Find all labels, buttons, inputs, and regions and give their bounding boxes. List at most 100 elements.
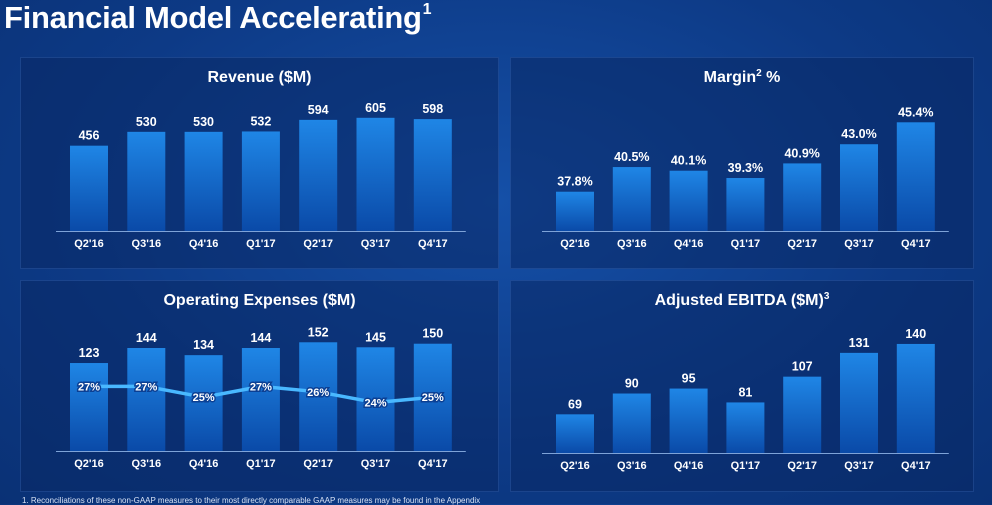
revenue-tick-label: Q1'17 — [246, 238, 276, 250]
ebitda-value-label: 69 — [568, 397, 582, 411]
ebitda-bar — [783, 376, 822, 453]
revenue-value-label: 530 — [136, 115, 157, 129]
ebitda-tick-label: Q2'17 — [787, 460, 817, 472]
opex-value-label: 145 — [365, 330, 386, 344]
ebitda-bar — [726, 402, 765, 453]
opex-chart-title: Operating Expenses ($M) — [21, 291, 498, 310]
margin-chart-title-suffix: % — [761, 69, 781, 86]
margin-chart: 37.8% Q2'16 40.5% Q3'16 40.1% Q4'16 39.3% Q1'17… — [542, 105, 949, 250]
opex-ratio-label: 27% — [250, 381, 272, 393]
margin-tick-label: Q3'17 — [844, 238, 874, 250]
ebitda-tick-label: Q1'17 — [731, 460, 761, 472]
margin-tick-label: Q4'16 — [674, 238, 704, 250]
revenue-tick-label: Q3'17 — [361, 238, 391, 250]
margin-bar — [840, 144, 878, 231]
ebitda-tick-label: Q2'16 — [560, 460, 590, 472]
opex-tick-label: Q2'16 — [74, 458, 104, 470]
margin-bar — [726, 178, 765, 231]
revenue-chart-title: Revenue ($M) — [21, 68, 498, 87]
margin-tick-label: Q2'16 — [560, 238, 590, 250]
ebitda-tick-label: Q4'17 — [901, 460, 931, 472]
footnote: 1. Reconciliations of these non-GAAP mea… — [22, 496, 481, 505]
margin-value-label: 45.4% — [898, 105, 933, 119]
revenue-value-label: 605 — [365, 101, 386, 115]
opex-ratio-label: 27% — [78, 381, 100, 393]
ebitda-chart-panel: Adjusted EBITDA ($M)3 69 Q2'16 90 Q3'16 95 Q4… — [510, 280, 974, 492]
margin-tick-label: Q2'17 — [787, 238, 817, 250]
ebitda-tick-label: Q4'16 — [674, 460, 704, 472]
ebitda-bar — [556, 414, 594, 453]
ebitda-chart-title: Adjusted EBITDA ($M)3 — [511, 291, 973, 310]
revenue-tick-label: Q4'16 — [189, 238, 219, 250]
ebitda-value-label: 107 — [792, 360, 813, 374]
page-title: Financial Model Accelerating1 — [4, 0, 432, 36]
ebitda-value-label: 95 — [682, 372, 696, 386]
opex-bar — [127, 348, 166, 451]
margin-chart-panel: Margin2 % 37.8% Q2'16 40.5% Q3'16 40.1% Q4'16… — [510, 57, 974, 269]
margin-bar — [612, 167, 651, 231]
ebitda-tick-label: Q3'16 — [617, 460, 647, 472]
ebitda-bar — [669, 388, 708, 453]
opex-ratio-label: 24% — [364, 398, 386, 410]
opex-bar — [299, 342, 338, 451]
margin-bar — [669, 170, 708, 231]
revenue-chart: 456 Q2'16 530 Q3'16 530 Q4'16 532 Q1'17 594 Q2'17… — [56, 101, 466, 250]
opex-ratio-label: 27% — [135, 381, 157, 393]
margin-tick-label: Q3'16 — [617, 238, 647, 250]
opex-tick-label: Q3'16 — [132, 458, 162, 470]
margin-value-label: 40.9% — [784, 146, 819, 160]
margin-value-label: 40.1% — [671, 154, 706, 168]
opex-value-label: 144 — [136, 331, 157, 345]
page-title-footnote-mark: 1 — [422, 1, 432, 18]
opex-chart: 123 Q2'16 144 Q3'16 134 Q4'16 144 Q1'17 152 Q2'17… — [56, 325, 466, 470]
margin-chart-title-note: 2 — [756, 68, 762, 79]
ebitda-value-label: 140 — [905, 327, 926, 341]
revenue-bar — [356, 117, 395, 231]
margin-bar — [556, 191, 594, 231]
margin-value-label: 40.5% — [614, 150, 649, 164]
revenue-bar — [70, 145, 108, 231]
revenue-bar — [413, 119, 452, 231]
revenue-bar — [241, 131, 280, 231]
revenue-value-label: 532 — [250, 114, 271, 128]
opex-ratio-label: 25% — [422, 392, 444, 404]
margin-tick-label: Q4'17 — [901, 238, 931, 250]
margin-value-label: 39.3% — [728, 161, 763, 175]
ebitda-bar — [612, 393, 651, 453]
ebitda-chart-title-note: 3 — [823, 291, 830, 302]
ebitda-value-label: 90 — [625, 377, 639, 391]
ebitda-value-label: 131 — [849, 336, 870, 350]
ebitda-chart: 69 Q2'16 90 Q3'16 95 Q4'16 81 Q1'17 107 Q2'17 131 Q… — [542, 327, 949, 472]
opex-value-label: 134 — [193, 338, 214, 352]
opex-bar — [184, 355, 223, 451]
revenue-value-label: 598 — [422, 102, 443, 116]
revenue-tick-label: Q3'16 — [132, 238, 162, 250]
page-title-text: Financial Model Accelerating — [4, 0, 422, 35]
opex-value-label: 144 — [250, 331, 271, 345]
opex-ratio-line — [89, 384, 433, 405]
margin-chart-title-text: Margin — [703, 69, 757, 86]
ebitda-value-label: 81 — [738, 385, 752, 399]
ebitda-bar — [896, 343, 935, 453]
opex-tick-label: Q2'17 — [303, 458, 333, 470]
revenue-bar — [299, 119, 338, 231]
ebitda-chart-title-text: Adjusted EBITDA ($M) — [654, 292, 824, 309]
opex-bar — [241, 348, 280, 451]
opex-ratio-label: 26% — [307, 387, 329, 399]
revenue-bar — [184, 131, 223, 231]
revenue-tick-label: Q2'16 — [74, 238, 104, 250]
revenue-tick-label: Q4'17 — [418, 238, 448, 250]
revenue-chart-title-text: Revenue ($M) — [207, 69, 312, 86]
revenue-value-label: 456 — [79, 129, 100, 143]
margin-chart-title: Margin2 % — [511, 68, 973, 87]
ebitda-bar — [840, 352, 878, 453]
margin-bar — [783, 163, 822, 231]
revenue-value-label: 594 — [308, 103, 329, 117]
margin-value-label: 37.8% — [557, 175, 592, 189]
opex-chart-title-text: Operating Expenses ($M) — [163, 292, 356, 309]
opex-tick-label: Q4'16 — [189, 458, 219, 470]
opex-value-label: 123 — [79, 346, 100, 360]
opex-bar — [70, 363, 108, 451]
opex-tick-label: Q4'17 — [418, 458, 448, 470]
revenue-value-label: 530 — [193, 115, 214, 129]
